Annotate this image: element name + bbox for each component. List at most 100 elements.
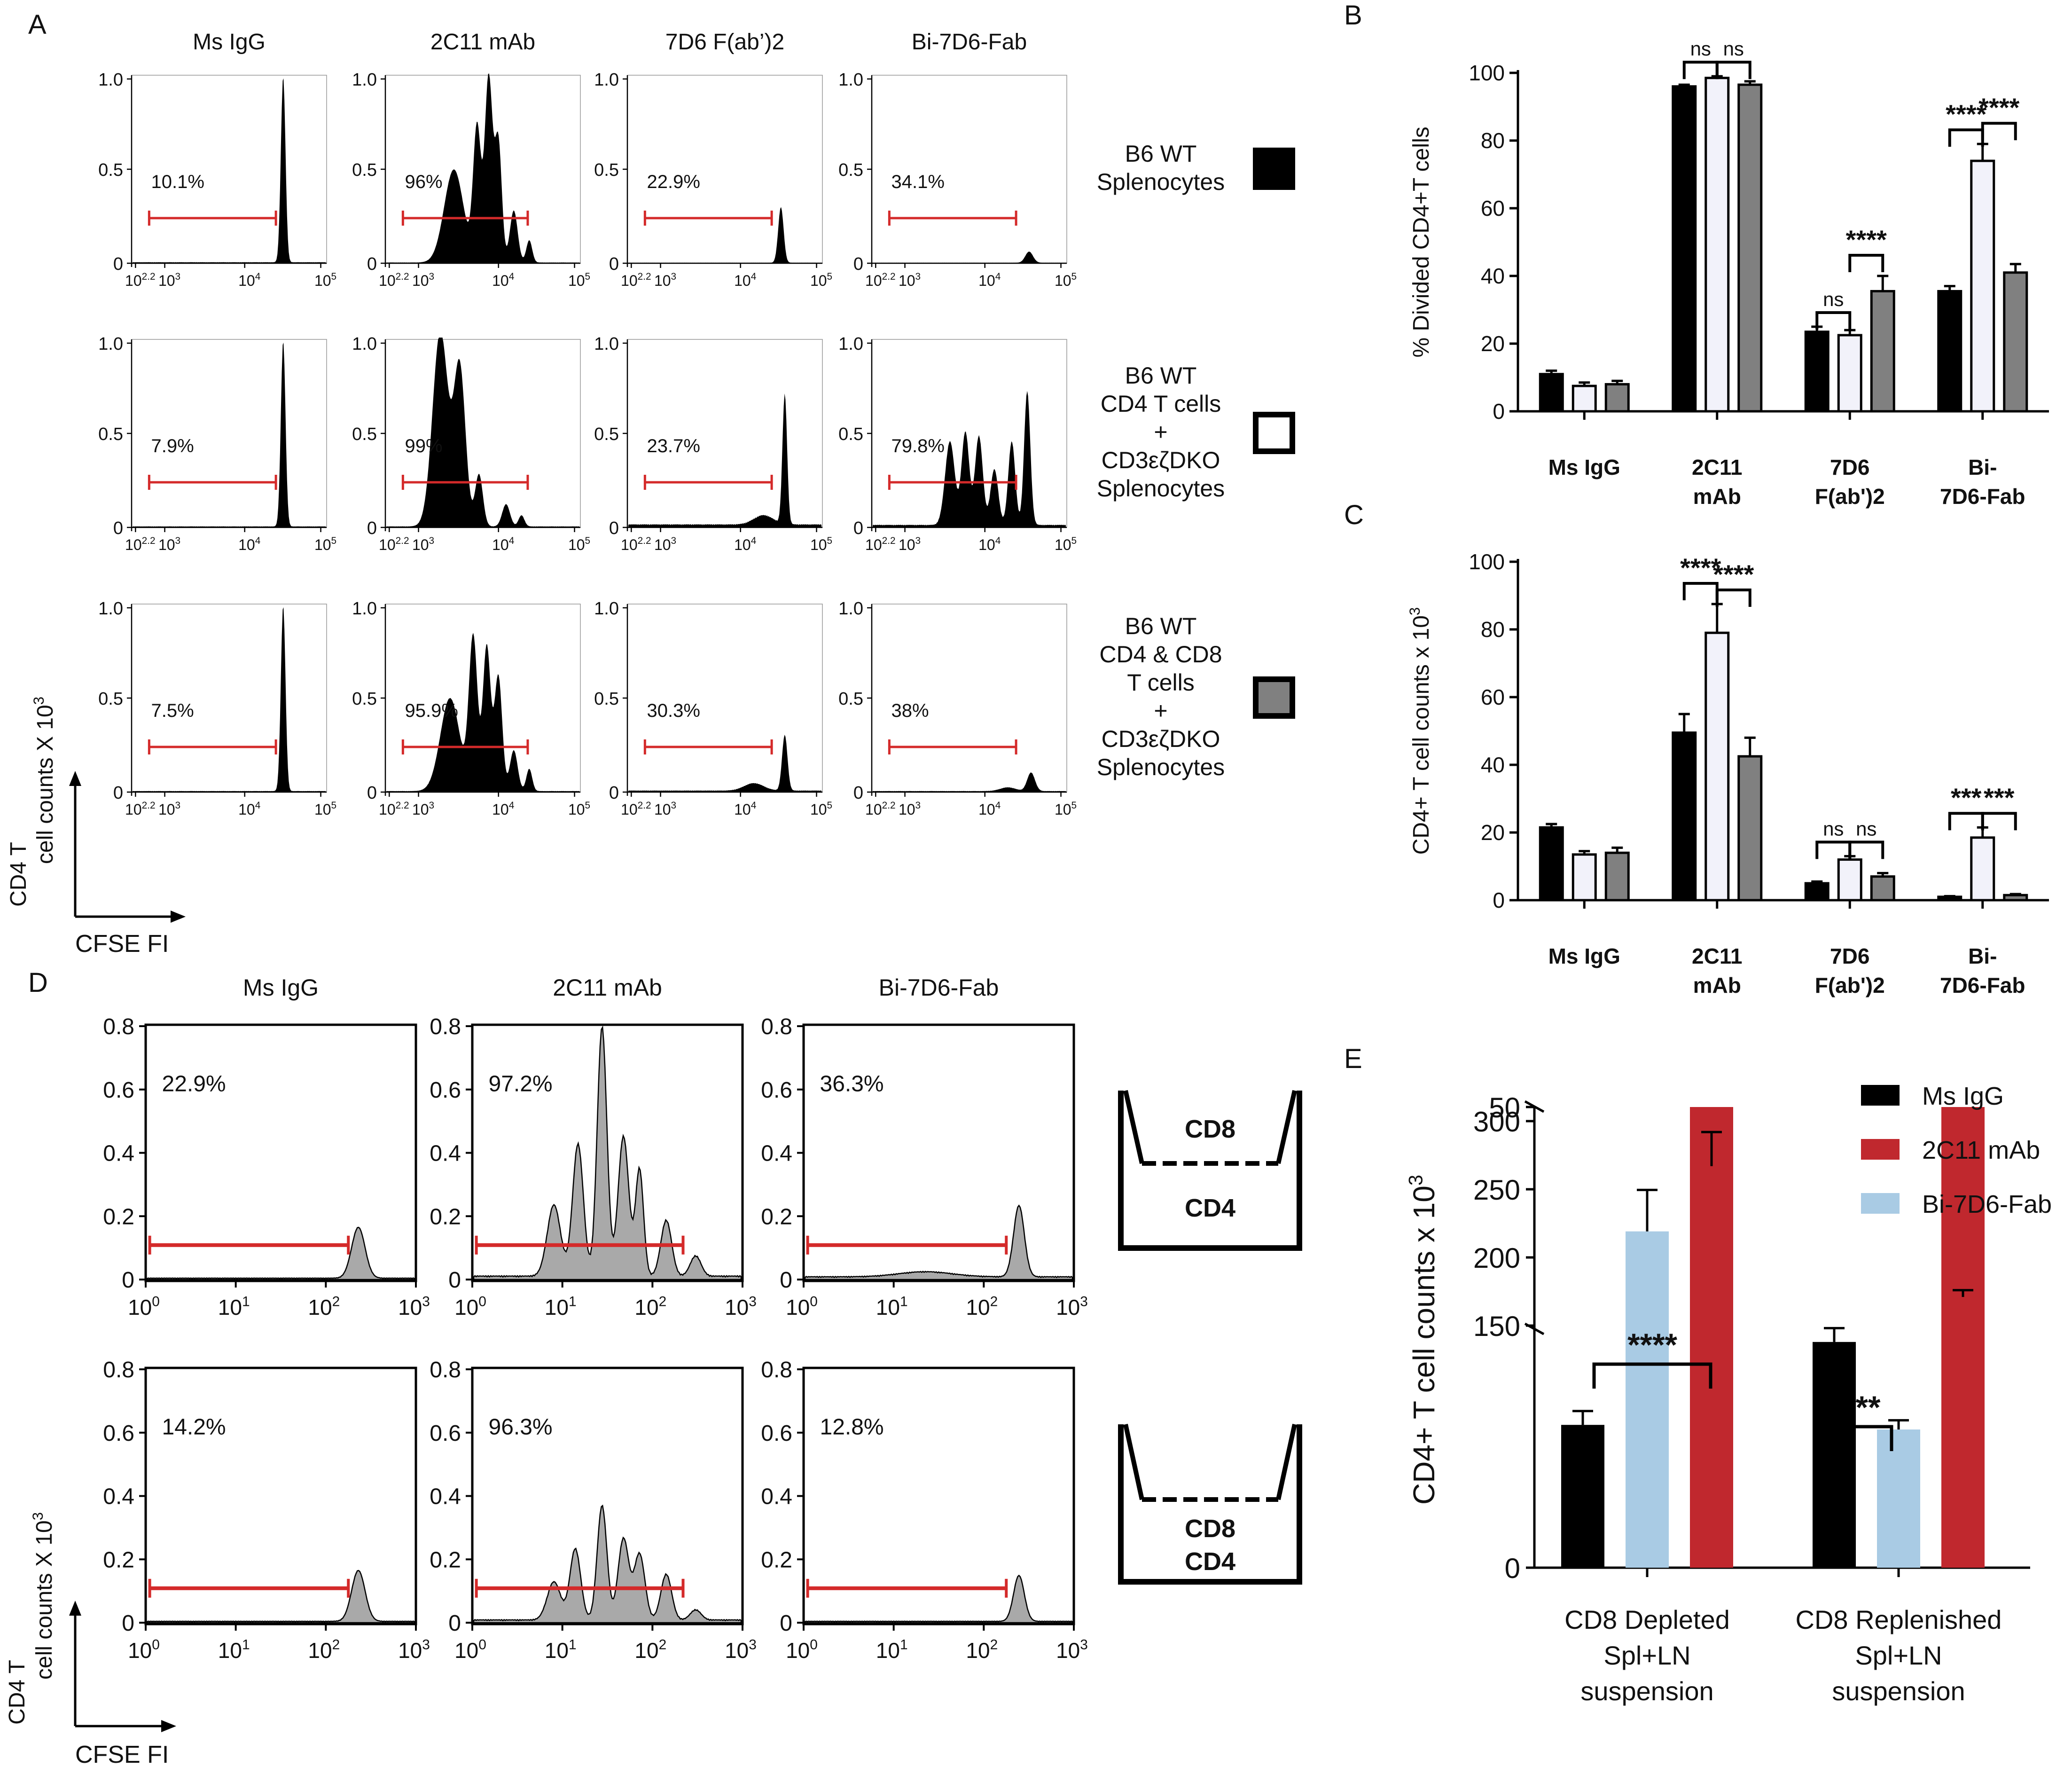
x-tick-label: 101 — [876, 1637, 908, 1663]
y-tick-label: 0 — [122, 1611, 134, 1636]
bar — [1877, 1429, 1920, 1568]
y-tick-label: 150 — [1473, 1311, 1520, 1342]
x-tick-label: 103 — [899, 800, 921, 818]
y-tick-label: 0.2 — [761, 1204, 792, 1229]
x-tick-label: 103 — [398, 1637, 430, 1663]
x-tick-label: 104 — [734, 800, 756, 818]
y-tick-label: 0.4 — [103, 1484, 134, 1509]
legend-swatch — [1253, 676, 1295, 719]
y-tick-label: 0 — [367, 783, 377, 803]
significance-label: ns — [1823, 817, 1844, 840]
legend-label: Ms IgG — [1922, 1082, 2004, 1110]
x-tick-label: 102 — [308, 1294, 340, 1319]
panel-a: A Ms IgG 2C11 mAb 7D6 F(ab’)2 Bi-7D6-Fab 1.0 0… — [6, 9, 1295, 958]
histogram-fill — [386, 338, 579, 527]
diagram-label-bottom: CD4 — [1185, 1547, 1235, 1576]
bar — [1561, 1425, 1604, 1568]
legend-label: Bi-7D6-Fab — [1922, 1190, 2052, 1218]
bar — [1604, 851, 1630, 902]
axis-y-line1: CD4 T — [6, 842, 31, 907]
bar-lower-segment — [1941, 1107, 1985, 1568]
y-tick-label: 0 — [609, 783, 619, 803]
y-tick-label: 0.2 — [103, 1204, 134, 1229]
category-label: Bi- — [1968, 944, 1997, 968]
category-label: mAb — [1693, 484, 1741, 509]
category-label: 7D6-Fab — [1940, 484, 2025, 509]
legend-label: 2C11 mAb — [1922, 1136, 2040, 1164]
x-tick-label: 103 — [412, 271, 434, 289]
axis-key-arrow-up — [69, 1601, 81, 1616]
x-tick-label: 102.2 — [865, 535, 896, 553]
y-tick-label: 0.8 — [103, 1014, 134, 1039]
insert-walls — [1123, 1423, 1297, 1500]
histogram-fill — [386, 633, 579, 792]
x-tick-label: 103 — [158, 271, 180, 289]
panel-e: E 150 200 250 300 0 50 CD4+ T cell counts x 103… — [1344, 1044, 2052, 1706]
category-label: 7D6 — [1830, 944, 1869, 968]
x-tick-label: 105 — [810, 271, 832, 289]
column-title: Bi-7D6-Fab — [912, 30, 1027, 55]
y-tick-label: 0.2 — [761, 1547, 792, 1572]
x-tick-label: 104 — [734, 535, 756, 553]
x-tick-label: 100 — [454, 1637, 486, 1663]
category-label: Spl+LN — [1603, 1641, 1690, 1670]
y-tick-label: 0.6 — [103, 1078, 134, 1103]
row-label: B6 WT — [1125, 141, 1197, 167]
y-tick-label: 0.2 — [430, 1547, 461, 1572]
y-tick-label: 0.6 — [761, 1421, 792, 1446]
x-tick-label: 105 — [568, 271, 590, 289]
y-tick-label: 60 — [1481, 685, 1505, 709]
significance-label: **** — [1680, 553, 1721, 582]
x-tick-label: 102.2 — [125, 800, 156, 818]
x-tick-label: 102 — [308, 1637, 340, 1663]
panel-c: C 0 20 40 60 80 100 CD4+ T cell counts x 103 Ms … — [1344, 500, 2049, 997]
row-label: + — [1154, 698, 1167, 724]
x-tick-label: 105 — [314, 271, 336, 289]
y-tick-label: 20 — [1481, 331, 1505, 356]
insert-walls — [1123, 1090, 1297, 1164]
y-tick-label: 1.0 — [594, 599, 619, 619]
x-tick-label: 105 — [1055, 271, 1077, 289]
bar — [1672, 731, 1697, 902]
y-tick-label: 0.4 — [761, 1484, 792, 1509]
x-tick-label: 103 — [654, 800, 676, 818]
y-tick-label: 0 — [780, 1268, 792, 1293]
x-tick-label: 105 — [1055, 800, 1077, 818]
column-title: Bi-7D6-Fab — [879, 974, 999, 1001]
x-tick-label: 105 — [314, 800, 336, 818]
gate-percent: 97.2% — [489, 1072, 553, 1097]
bar — [1970, 836, 1995, 902]
row-label: CD3εζDKO — [1102, 726, 1220, 752]
y-axis-title: CD4+ T cell counts x 103 — [1407, 607, 1434, 855]
x-tick-label: 101 — [876, 1294, 908, 1319]
bar — [1937, 895, 1963, 902]
y-tick-label: 0.5 — [594, 424, 619, 444]
x-tick-label: 104 — [238, 271, 260, 289]
histogram-fill — [804, 1574, 1073, 1624]
gate-percent: 14.2% — [162, 1415, 226, 1440]
histogram-fill — [873, 251, 1066, 263]
x-tick-label: 102.2 — [865, 800, 896, 818]
x-tick-label: 105 — [568, 800, 590, 818]
significance-bracket — [1592, 1362, 1712, 1389]
x-tick-label: 105 — [810, 535, 832, 553]
category-label: Bi- — [1968, 455, 1997, 479]
category-label: 7D6-Fab — [1940, 973, 2025, 997]
significance-bracket — [1981, 812, 2017, 831]
row-label: + — [1154, 419, 1167, 445]
y-tick-label: 80 — [1481, 128, 1505, 153]
y-tick-label: 0.8 — [761, 1358, 792, 1382]
panel-b: B 0 20 40 60 80 100 % Divided CD4+T cells Ms IgG… — [1344, 0, 2049, 509]
gate-percent: 96% — [405, 172, 443, 192]
y-tick-label: 0.6 — [430, 1078, 461, 1103]
row-label: CD4 T cells — [1101, 391, 1221, 417]
y-tick-label: 0 — [113, 518, 123, 538]
significance-label: ns — [1723, 38, 1744, 60]
y-tick-label: 1.0 — [352, 334, 377, 354]
bar — [1539, 373, 1564, 413]
well-diagram — [1118, 1424, 1302, 1585]
y-tick-label: 0 — [853, 783, 863, 803]
y-tick-label: 0 — [853, 254, 863, 274]
column-title: 2C11 mAb — [430, 30, 535, 55]
